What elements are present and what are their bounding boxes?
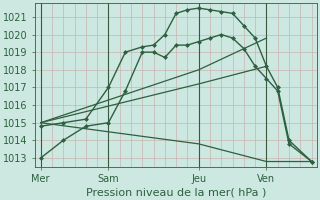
X-axis label: Pression niveau de la mer( hPa ): Pression niveau de la mer( hPa ) xyxy=(86,187,266,197)
